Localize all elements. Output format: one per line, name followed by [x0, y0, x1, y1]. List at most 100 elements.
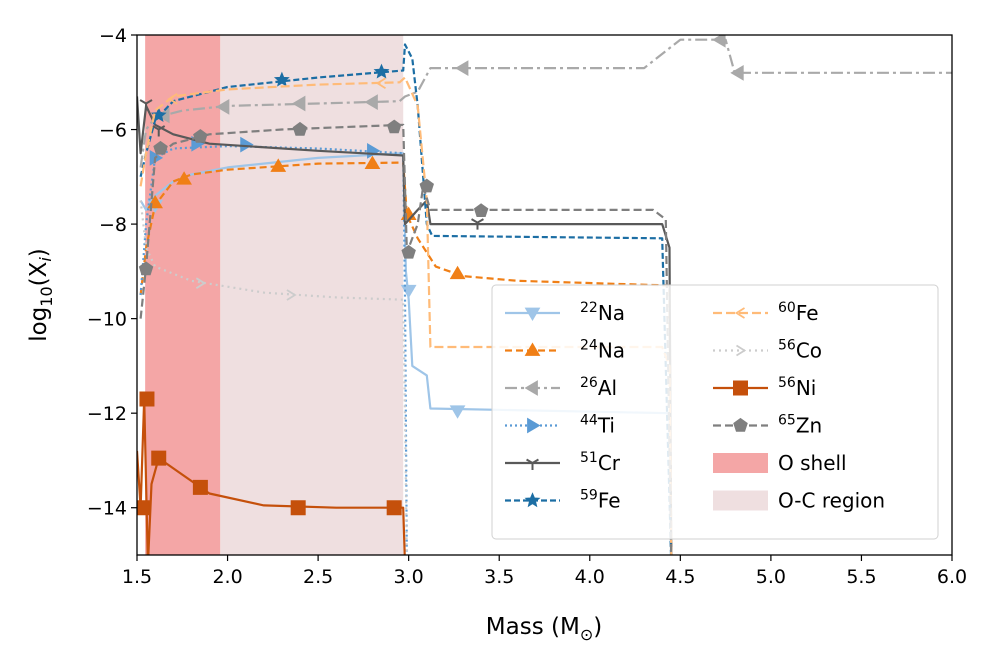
data-marker [449, 405, 466, 419]
legend-entry-60fe: 60Fe [713, 300, 819, 325]
legend-label: 56Ni [778, 375, 816, 400]
data-marker [364, 155, 381, 169]
data-marker [153, 140, 168, 155]
data-marker [524, 380, 538, 396]
legend-entry-44ti: 44Ti [505, 413, 615, 438]
data-marker [139, 391, 155, 407]
legend-label: 22Na [580, 300, 625, 325]
legend-swatch [713, 453, 768, 473]
legend-entry-65zn: 65Zn [713, 413, 822, 438]
legend-box [491, 284, 939, 540]
data-marker [734, 307, 745, 319]
legend-label: 56Co [778, 338, 822, 363]
legend: 22Na 24Na 26Al 44Ti 51Cr 59Fe 60Fe 56Co 56Ni 65Zn… [491, 284, 939, 540]
data-marker [526, 458, 539, 470]
data-marker [195, 277, 207, 289]
data-marker [712, 35, 726, 48]
series-26al [139, 35, 952, 168]
legend-label: O-C region [778, 489, 885, 513]
legend-label: 44Ti [580, 413, 615, 438]
data-marker [524, 342, 541, 356]
data-marker [167, 93, 178, 105]
legend-entry-24na: 24Na [505, 338, 625, 363]
series-line [139, 43, 673, 555]
y-tick-label: −6 [99, 120, 127, 142]
y-tick-label: −8 [99, 214, 127, 236]
data-marker [400, 284, 417, 299]
data-marker [733, 380, 748, 396]
legend-entry-59fe: 59Fe [505, 488, 621, 513]
data-marker [192, 479, 208, 495]
y-axis-label: log10(Xi) [26, 248, 56, 342]
data-marker [375, 77, 386, 89]
data-marker [286, 289, 297, 301]
data-marker [193, 128, 208, 143]
legend-entry-o-shell: O shell [713, 451, 847, 475]
data-marker [730, 64, 744, 81]
data-marker [290, 500, 306, 516]
data-marker [152, 125, 166, 137]
data-marker [373, 63, 390, 79]
data-marker [151, 450, 167, 466]
x-tick-label: 4.5 [665, 566, 695, 588]
x-tick-label: 2.0 [212, 566, 242, 588]
series-line [139, 123, 673, 555]
x-tick-label: 3.5 [484, 566, 514, 588]
x-tick-label: 4.0 [575, 566, 605, 588]
data-marker [150, 107, 167, 123]
y-tick-label: −12 [87, 403, 127, 425]
data-marker [273, 71, 290, 87]
legend-entry-51cr: 51Cr [505, 450, 621, 475]
data-marker [419, 178, 434, 193]
data-marker [527, 417, 541, 434]
data-marker [292, 121, 308, 136]
data-marker [455, 60, 469, 76]
data-marker [401, 244, 416, 259]
x-axis: 1.5 2.0 2.5 3.0 3.5 4.0 4.5 5.0 5.5 6.0 [122, 555, 967, 588]
legend-label: 60Fe [778, 300, 819, 325]
legend-label: O shell [778, 451, 847, 475]
series-layer [137, 35, 952, 555]
data-marker [176, 171, 192, 185]
region-o-shell [145, 35, 221, 555]
series-59fe [139, 43, 673, 555]
legend-entry-56co: 56Co [713, 338, 822, 363]
data-marker [386, 119, 402, 134]
x-tick-label: 3.0 [394, 566, 424, 588]
data-marker [524, 307, 541, 321]
legend-swatch [713, 490, 768, 511]
y-tick-label: −14 [87, 498, 127, 520]
series-56co [139, 200, 408, 555]
x-tick-label: 2.5 [303, 566, 333, 588]
data-marker [473, 203, 489, 217]
data-marker [733, 417, 748, 432]
data-marker [471, 218, 484, 230]
legend-label: 59Fe [580, 488, 621, 513]
data-marker [137, 500, 150, 516]
series-line [137, 397, 406, 555]
data-marker [524, 492, 541, 508]
series-65zn [138, 119, 673, 555]
legend-entry-56ni: 56Ni [713, 375, 816, 400]
data-marker [449, 265, 466, 280]
data-marker [138, 261, 154, 276]
legend-label: 24Na [580, 338, 625, 363]
plot-frame [136, 34, 953, 556]
x-tick-label: 1.5 [122, 566, 152, 588]
y-tick-label: −4 [99, 25, 127, 47]
data-marker [736, 344, 747, 357]
legend-label: 26Al [580, 375, 617, 400]
y-tick-label: −10 [87, 309, 127, 331]
x-tick-label: 6.0 [937, 566, 967, 588]
data-marker [386, 500, 402, 516]
data-marker [364, 94, 378, 111]
series-56ni [137, 391, 406, 555]
legend-label: 51Cr [580, 450, 621, 475]
y-axis: −4 −6 −8 −10 −12 −14 [87, 25, 137, 520]
legend-entry-26al: 26Al [505, 375, 617, 400]
legend-label: 65Zn [778, 413, 822, 438]
data-marker [270, 158, 287, 172]
series-line [139, 200, 408, 555]
legend-entry-22na: 22Na [505, 300, 625, 325]
